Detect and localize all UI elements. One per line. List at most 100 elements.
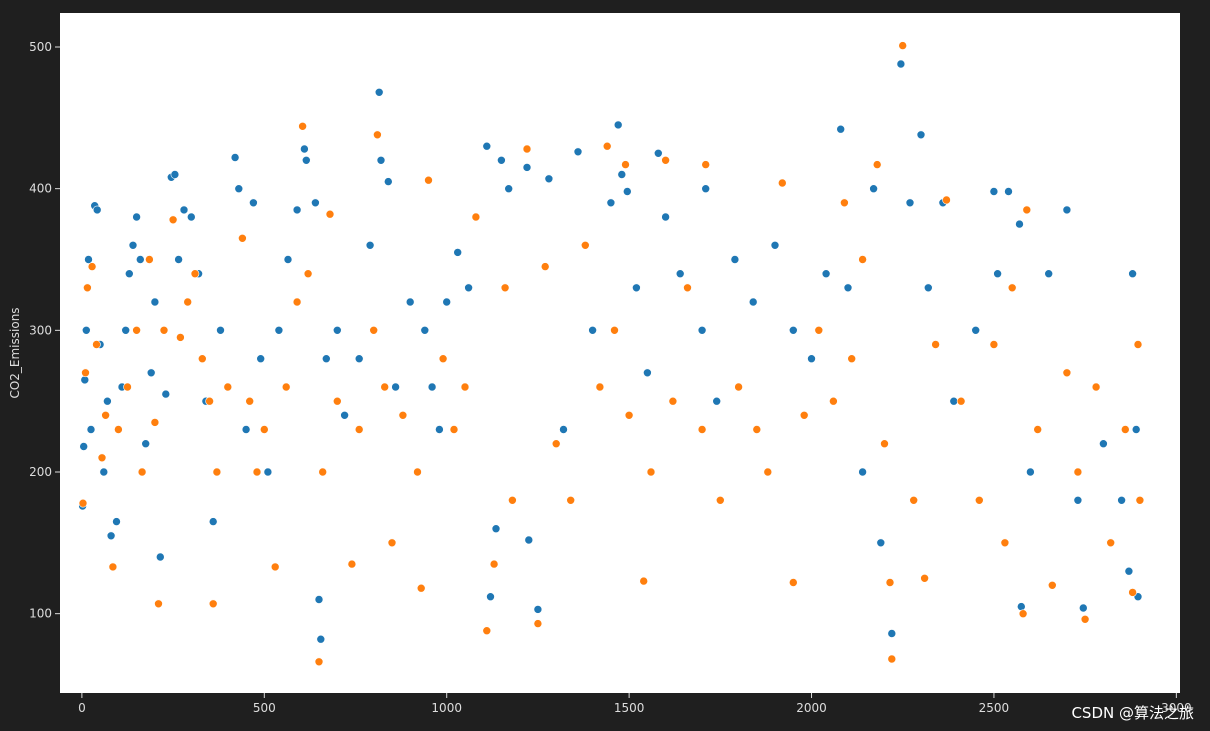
data-point <box>588 325 597 335</box>
data-point <box>697 325 707 335</box>
data-point <box>1073 495 1083 505</box>
data-point <box>170 170 180 179</box>
data-point <box>435 425 444 434</box>
data-point <box>482 141 492 151</box>
data-point <box>256 354 266 364</box>
data-point <box>303 269 313 279</box>
x-tick-label: 1500 <box>614 701 645 715</box>
data-point <box>387 538 397 548</box>
data-point <box>1044 269 1053 279</box>
data-point <box>1062 205 1072 215</box>
x-tick-label: 1000 <box>431 701 462 715</box>
data-point <box>136 255 145 264</box>
data-point <box>730 255 740 264</box>
data-point <box>83 283 92 293</box>
data-point <box>606 198 616 208</box>
data-point <box>460 382 470 392</box>
points-layer <box>78 41 1145 667</box>
data-point <box>300 144 309 154</box>
data-point <box>249 198 258 208</box>
data-point <box>896 59 906 69</box>
y-axis-label: CO2_Emissions <box>8 307 22 398</box>
data-point <box>748 297 758 307</box>
data-point <box>298 122 307 131</box>
data-point <box>283 255 293 264</box>
data-point <box>314 657 324 667</box>
data-point <box>449 425 459 434</box>
data-point <box>500 283 510 293</box>
data-point <box>752 425 762 434</box>
data-point <box>1135 495 1145 505</box>
data-point <box>159 325 169 335</box>
data-point <box>1128 588 1137 597</box>
data-point <box>956 396 966 406</box>
data-point <box>814 325 824 335</box>
y-tick-label: 400 <box>29 182 52 196</box>
data-point <box>190 269 200 279</box>
data-point <box>887 654 897 664</box>
data-point <box>125 269 134 279</box>
data-point <box>168 215 178 225</box>
data-point <box>1062 368 1072 378</box>
data-point <box>504 184 514 193</box>
data-point <box>497 156 506 165</box>
data-point <box>573 147 583 157</box>
data-point <box>187 212 196 222</box>
data-point <box>646 467 656 477</box>
plot-area <box>60 13 1180 693</box>
data-point <box>653 149 663 158</box>
data-point <box>840 198 849 208</box>
data-point <box>1128 269 1137 279</box>
data-point <box>1048 580 1057 590</box>
data-point <box>78 498 88 508</box>
data-point <box>325 209 335 219</box>
data-point <box>80 375 90 385</box>
data-point <box>270 562 280 572</box>
data-point <box>905 198 915 208</box>
data-point <box>872 160 882 169</box>
x-axis: 0 500 1000 1500 2000 2500 3000 <box>78 693 1192 715</box>
data-point <box>380 382 390 392</box>
data-point <box>183 297 192 307</box>
data-point <box>354 354 364 364</box>
data-point <box>245 396 254 406</box>
data-point <box>398 410 408 420</box>
data-point <box>1131 425 1141 434</box>
data-point <box>916 130 926 140</box>
data-point <box>1091 382 1101 392</box>
data-point <box>420 325 430 335</box>
data-point <box>876 538 886 548</box>
data-point <box>540 262 550 271</box>
data-point <box>145 255 154 264</box>
data-point <box>522 144 532 154</box>
data-point <box>643 368 652 378</box>
data-point <box>234 184 244 193</box>
data-point <box>885 578 895 587</box>
data-point <box>880 439 889 449</box>
data-point <box>508 495 517 505</box>
data-point <box>1133 340 1143 349</box>
y-tick-label: 300 <box>29 323 52 337</box>
y-tick-label: 500 <box>29 40 52 54</box>
data-point <box>97 453 107 463</box>
data-point <box>622 187 632 196</box>
data-point <box>869 184 878 193</box>
data-point <box>205 396 214 406</box>
y-axis: 100 200 300 400 500 <box>29 40 60 621</box>
data-point <box>146 368 156 378</box>
data-point <box>715 495 725 505</box>
data-point <box>580 241 590 250</box>
data-point <box>887 629 897 638</box>
data-point <box>103 396 112 406</box>
data-point <box>617 170 627 179</box>
data-point <box>486 592 495 602</box>
data-point <box>712 396 722 406</box>
y-tick-label: 200 <box>29 465 52 479</box>
data-point <box>1106 538 1115 548</box>
data-point <box>301 156 311 165</box>
data-point <box>137 467 147 477</box>
data-point <box>489 559 499 569</box>
data-point <box>1004 187 1013 196</box>
data-point <box>923 283 933 293</box>
watermark: CSDN @算法之旅 <box>1071 704 1194 722</box>
